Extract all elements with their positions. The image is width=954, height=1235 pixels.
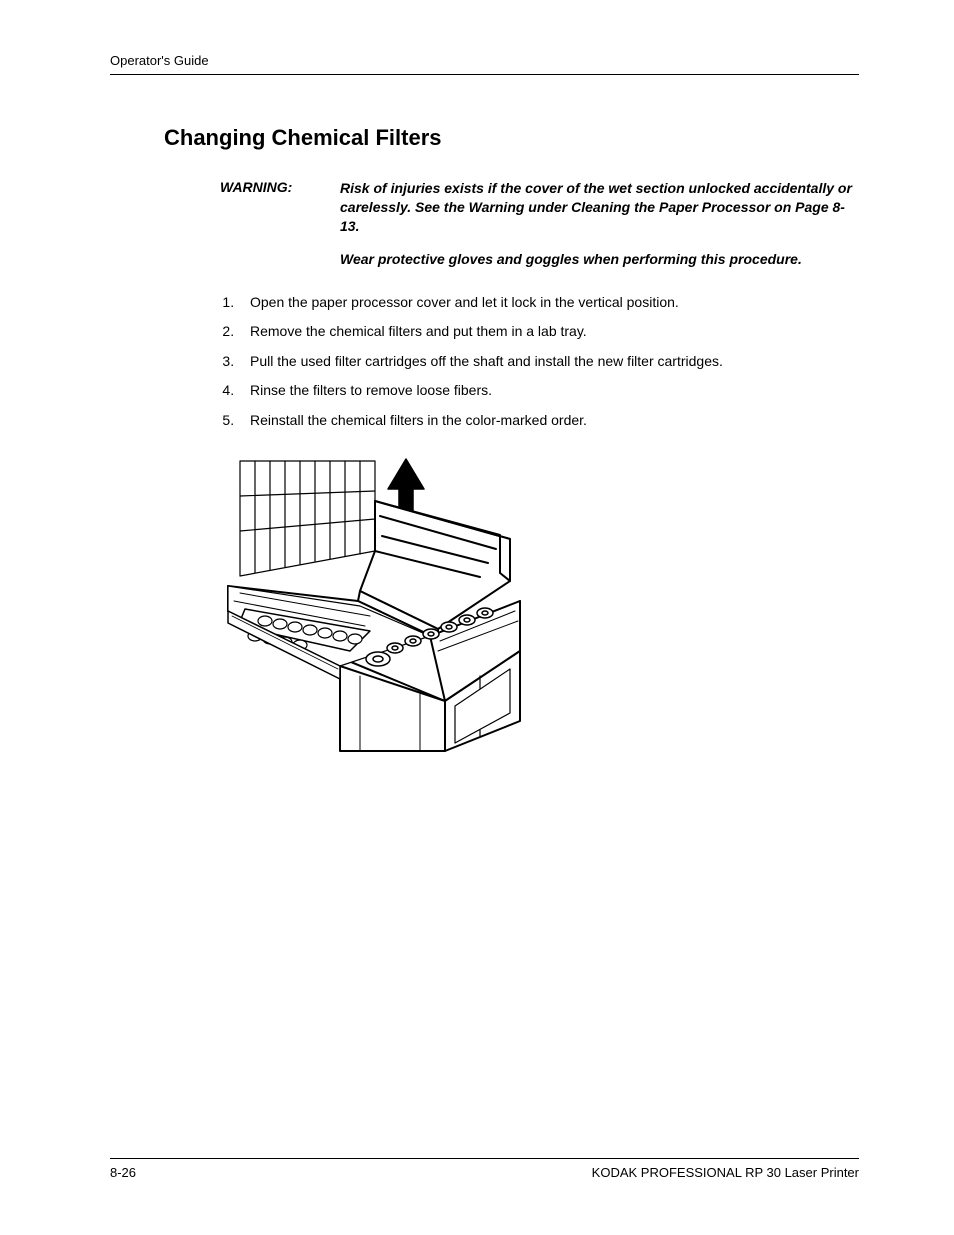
footer-page-number: 8-26	[110, 1165, 136, 1180]
step-item: Remove the chemical filters and put them…	[238, 322, 859, 342]
warning-block: WARNING: Risk of injuries exists if the …	[220, 179, 859, 269]
page-footer: 8-26 KODAK PROFESSIONAL RP 30 Laser Prin…	[110, 1158, 859, 1180]
steps-list: Open the paper processor cover and let i…	[220, 293, 859, 431]
page-header: Operator's Guide	[110, 52, 859, 75]
illustration	[220, 451, 859, 766]
filter-diagram-svg	[220, 451, 560, 761]
section-title: Changing Chemical Filters	[164, 125, 859, 151]
step-item: Rinse the filters to remove loose fibers…	[238, 381, 859, 401]
step-item: Reinstall the chemical filters in the co…	[238, 411, 859, 431]
warning-label: WARNING:	[220, 179, 340, 236]
warning-row-1: WARNING: Risk of injuries exists if the …	[220, 179, 859, 236]
step-item: Pull the used filter cartridges off the …	[238, 352, 859, 372]
warning-text-1: Risk of injuries exists if the cover of …	[340, 179, 859, 236]
step-item: Open the paper processor cover and let i…	[238, 293, 859, 313]
header-left-text: Operator's Guide	[110, 53, 209, 68]
warning-text-2: Wear protective gloves and goggles when …	[340, 250, 859, 269]
footer-product-name: KODAK PROFESSIONAL RP 30 Laser Printer	[592, 1165, 859, 1180]
